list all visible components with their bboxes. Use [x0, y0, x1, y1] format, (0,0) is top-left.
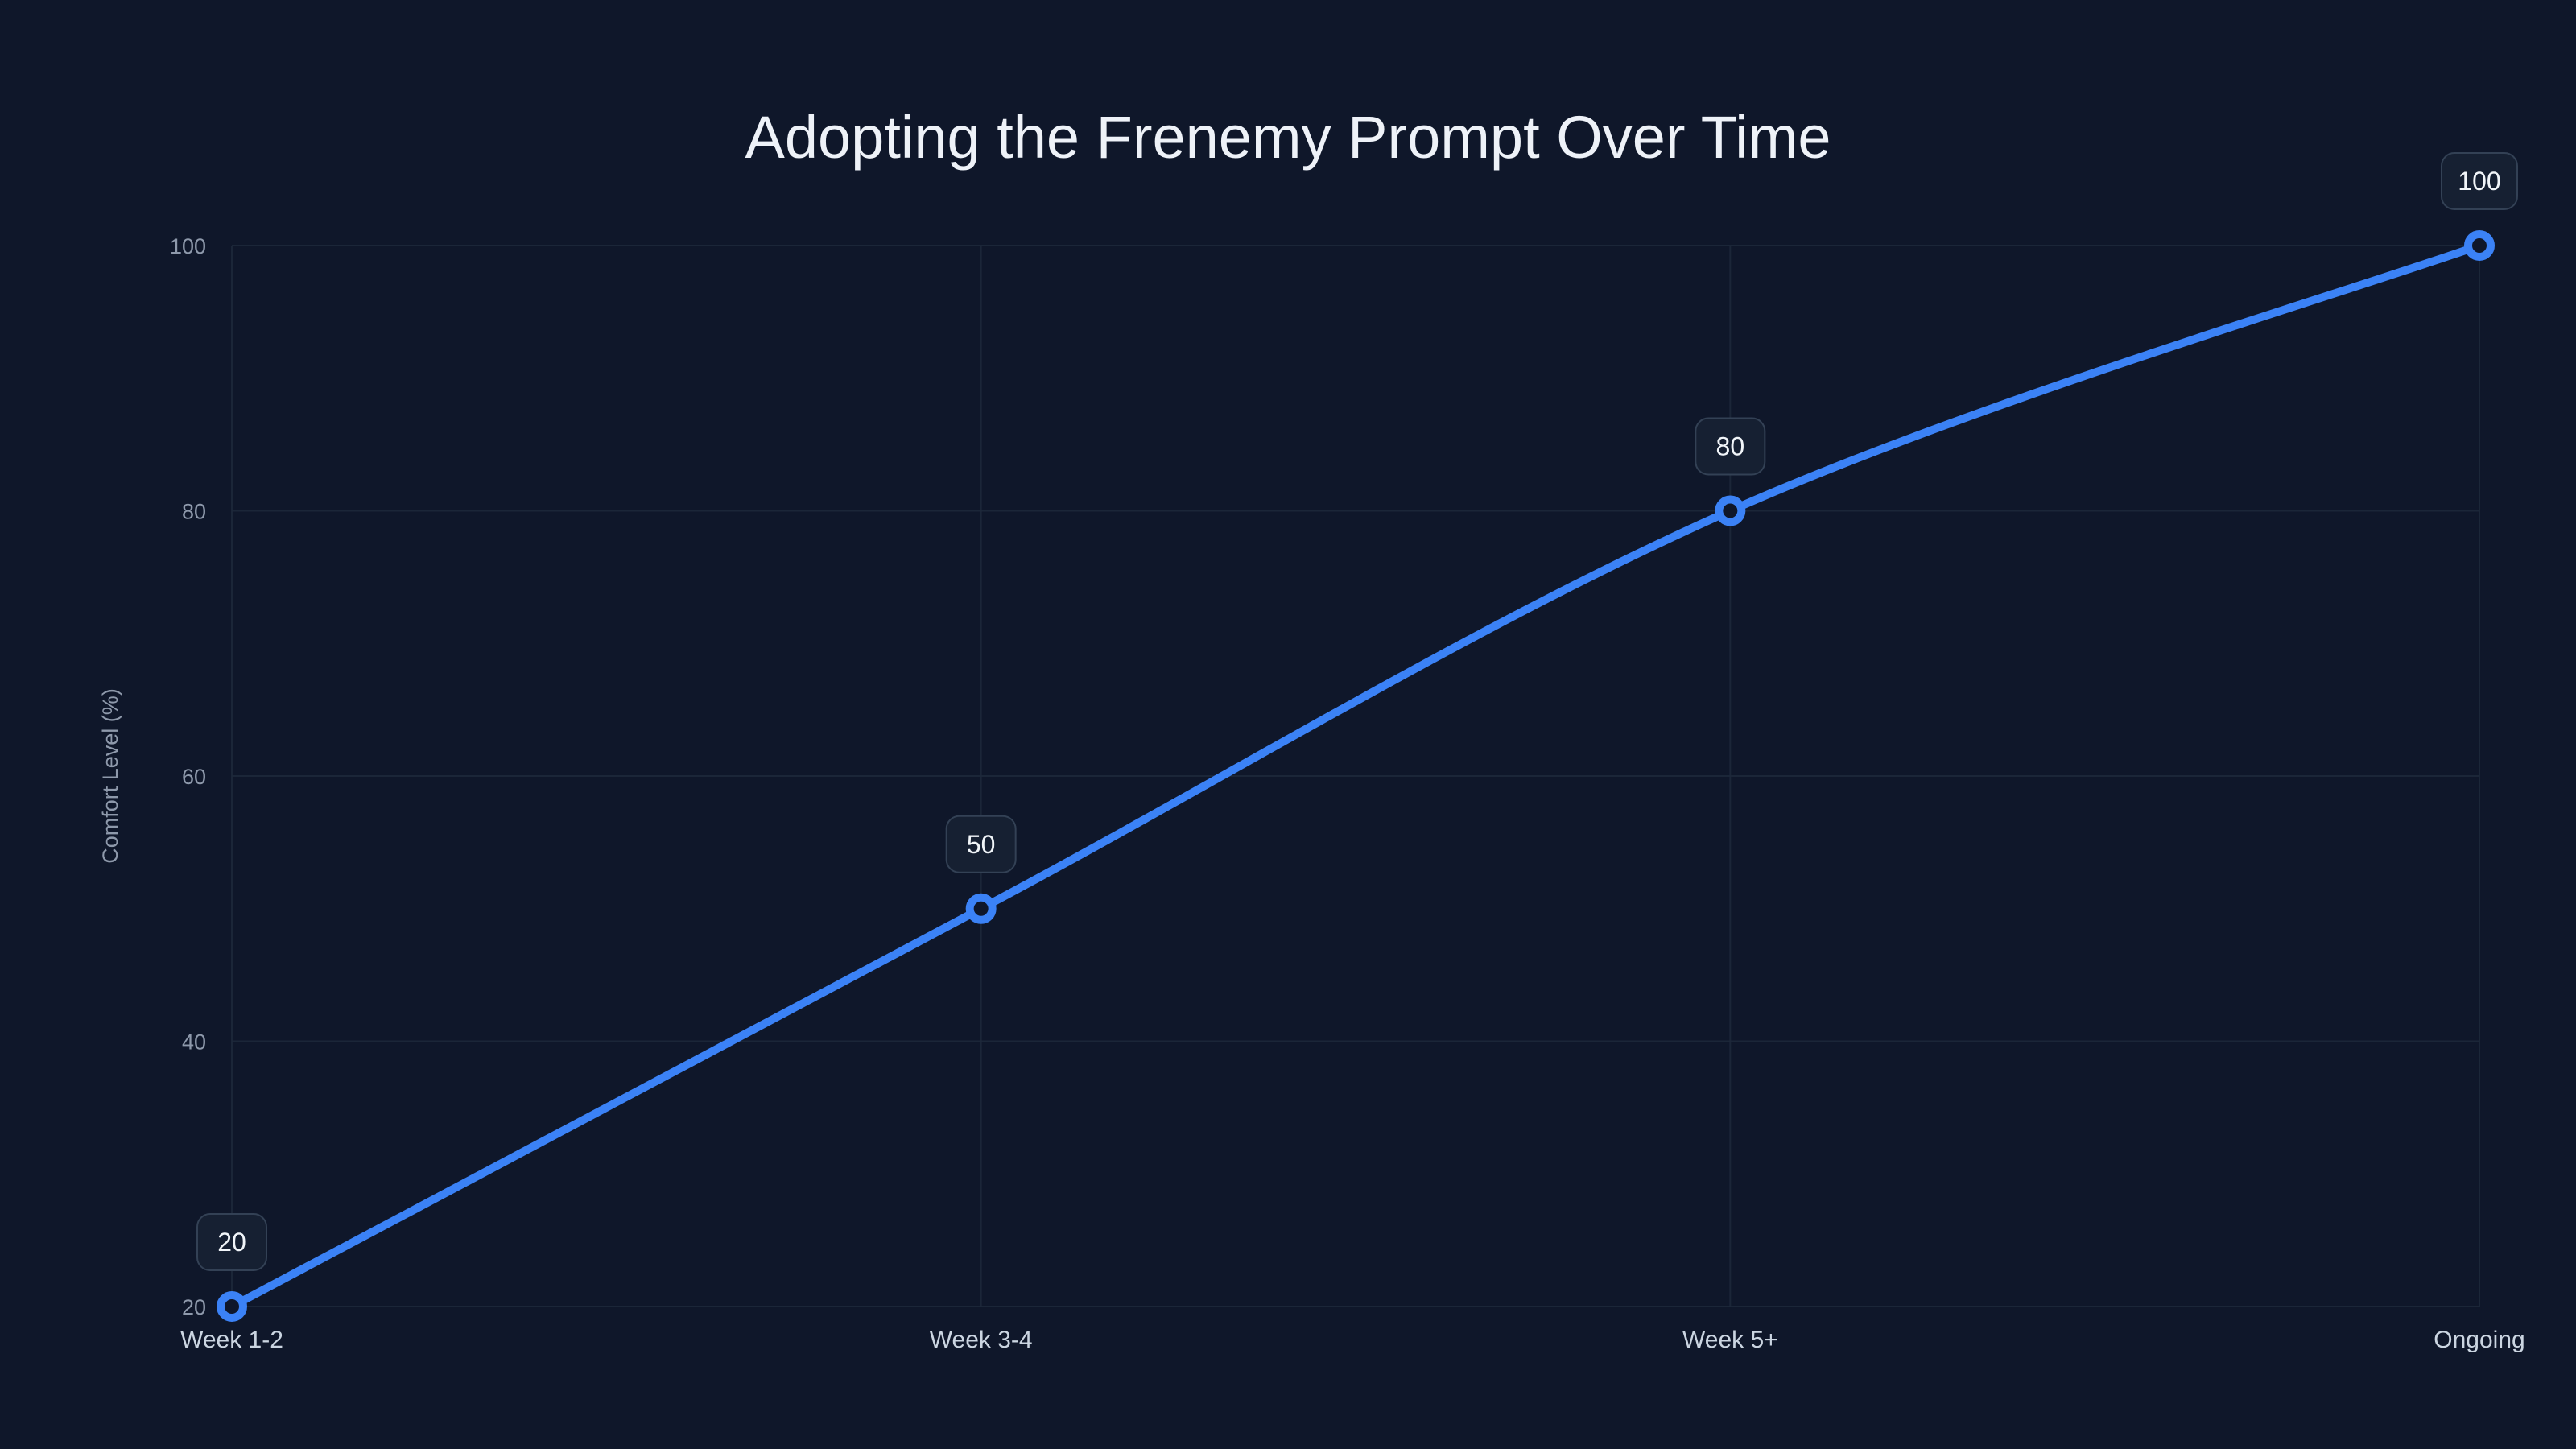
data-label-box [945, 815, 1017, 873]
data-point-marker[interactable] [1715, 495, 1746, 526]
data-label-box [196, 1213, 267, 1271]
data-label-value: 20 [217, 1228, 246, 1257]
x-axis-label: Week 5+ [1682, 1327, 1778, 1353]
y-tick-label: 20 [182, 1295, 206, 1319]
data-label-value: 80 [1716, 432, 1745, 461]
y-tick-label: 60 [182, 765, 206, 789]
series-line [228, 242, 2483, 1311]
data-label-layer: 20 50 80 100 [196, 152, 2518, 1271]
series-layer [217, 230, 2495, 1322]
y-axis-title: Comfort Level (%) [98, 688, 122, 864]
y-tick-label: 40 [182, 1030, 206, 1055]
grid-layer [231, 245, 2480, 1307]
y-tick-label: 80 [182, 500, 206, 524]
axis-layer: 20 40 60 80 100 Week 1-2 Week 3-4 Week 5+ Ongoin… [170, 234, 2525, 1353]
x-axis-label: Week 3-4 [930, 1327, 1033, 1353]
data-point-marker[interactable] [965, 893, 997, 924]
data-point-marker[interactable] [217, 1291, 247, 1322]
data-label-box [1695, 417, 1766, 476]
data-label-box [2441, 152, 2518, 210]
x-axis-label: Ongoing [2434, 1327, 2524, 1353]
data-label-value: 50 [967, 830, 996, 859]
y-tick-label: 100 [170, 234, 206, 258]
data-label-value: 100 [2458, 167, 2500, 196]
x-axis-label: Week 1-2 [180, 1327, 283, 1353]
chart-title: Adopting the Frenemy Prompt Over Time [745, 104, 1831, 171]
data-point-marker[interactable] [2464, 230, 2495, 261]
